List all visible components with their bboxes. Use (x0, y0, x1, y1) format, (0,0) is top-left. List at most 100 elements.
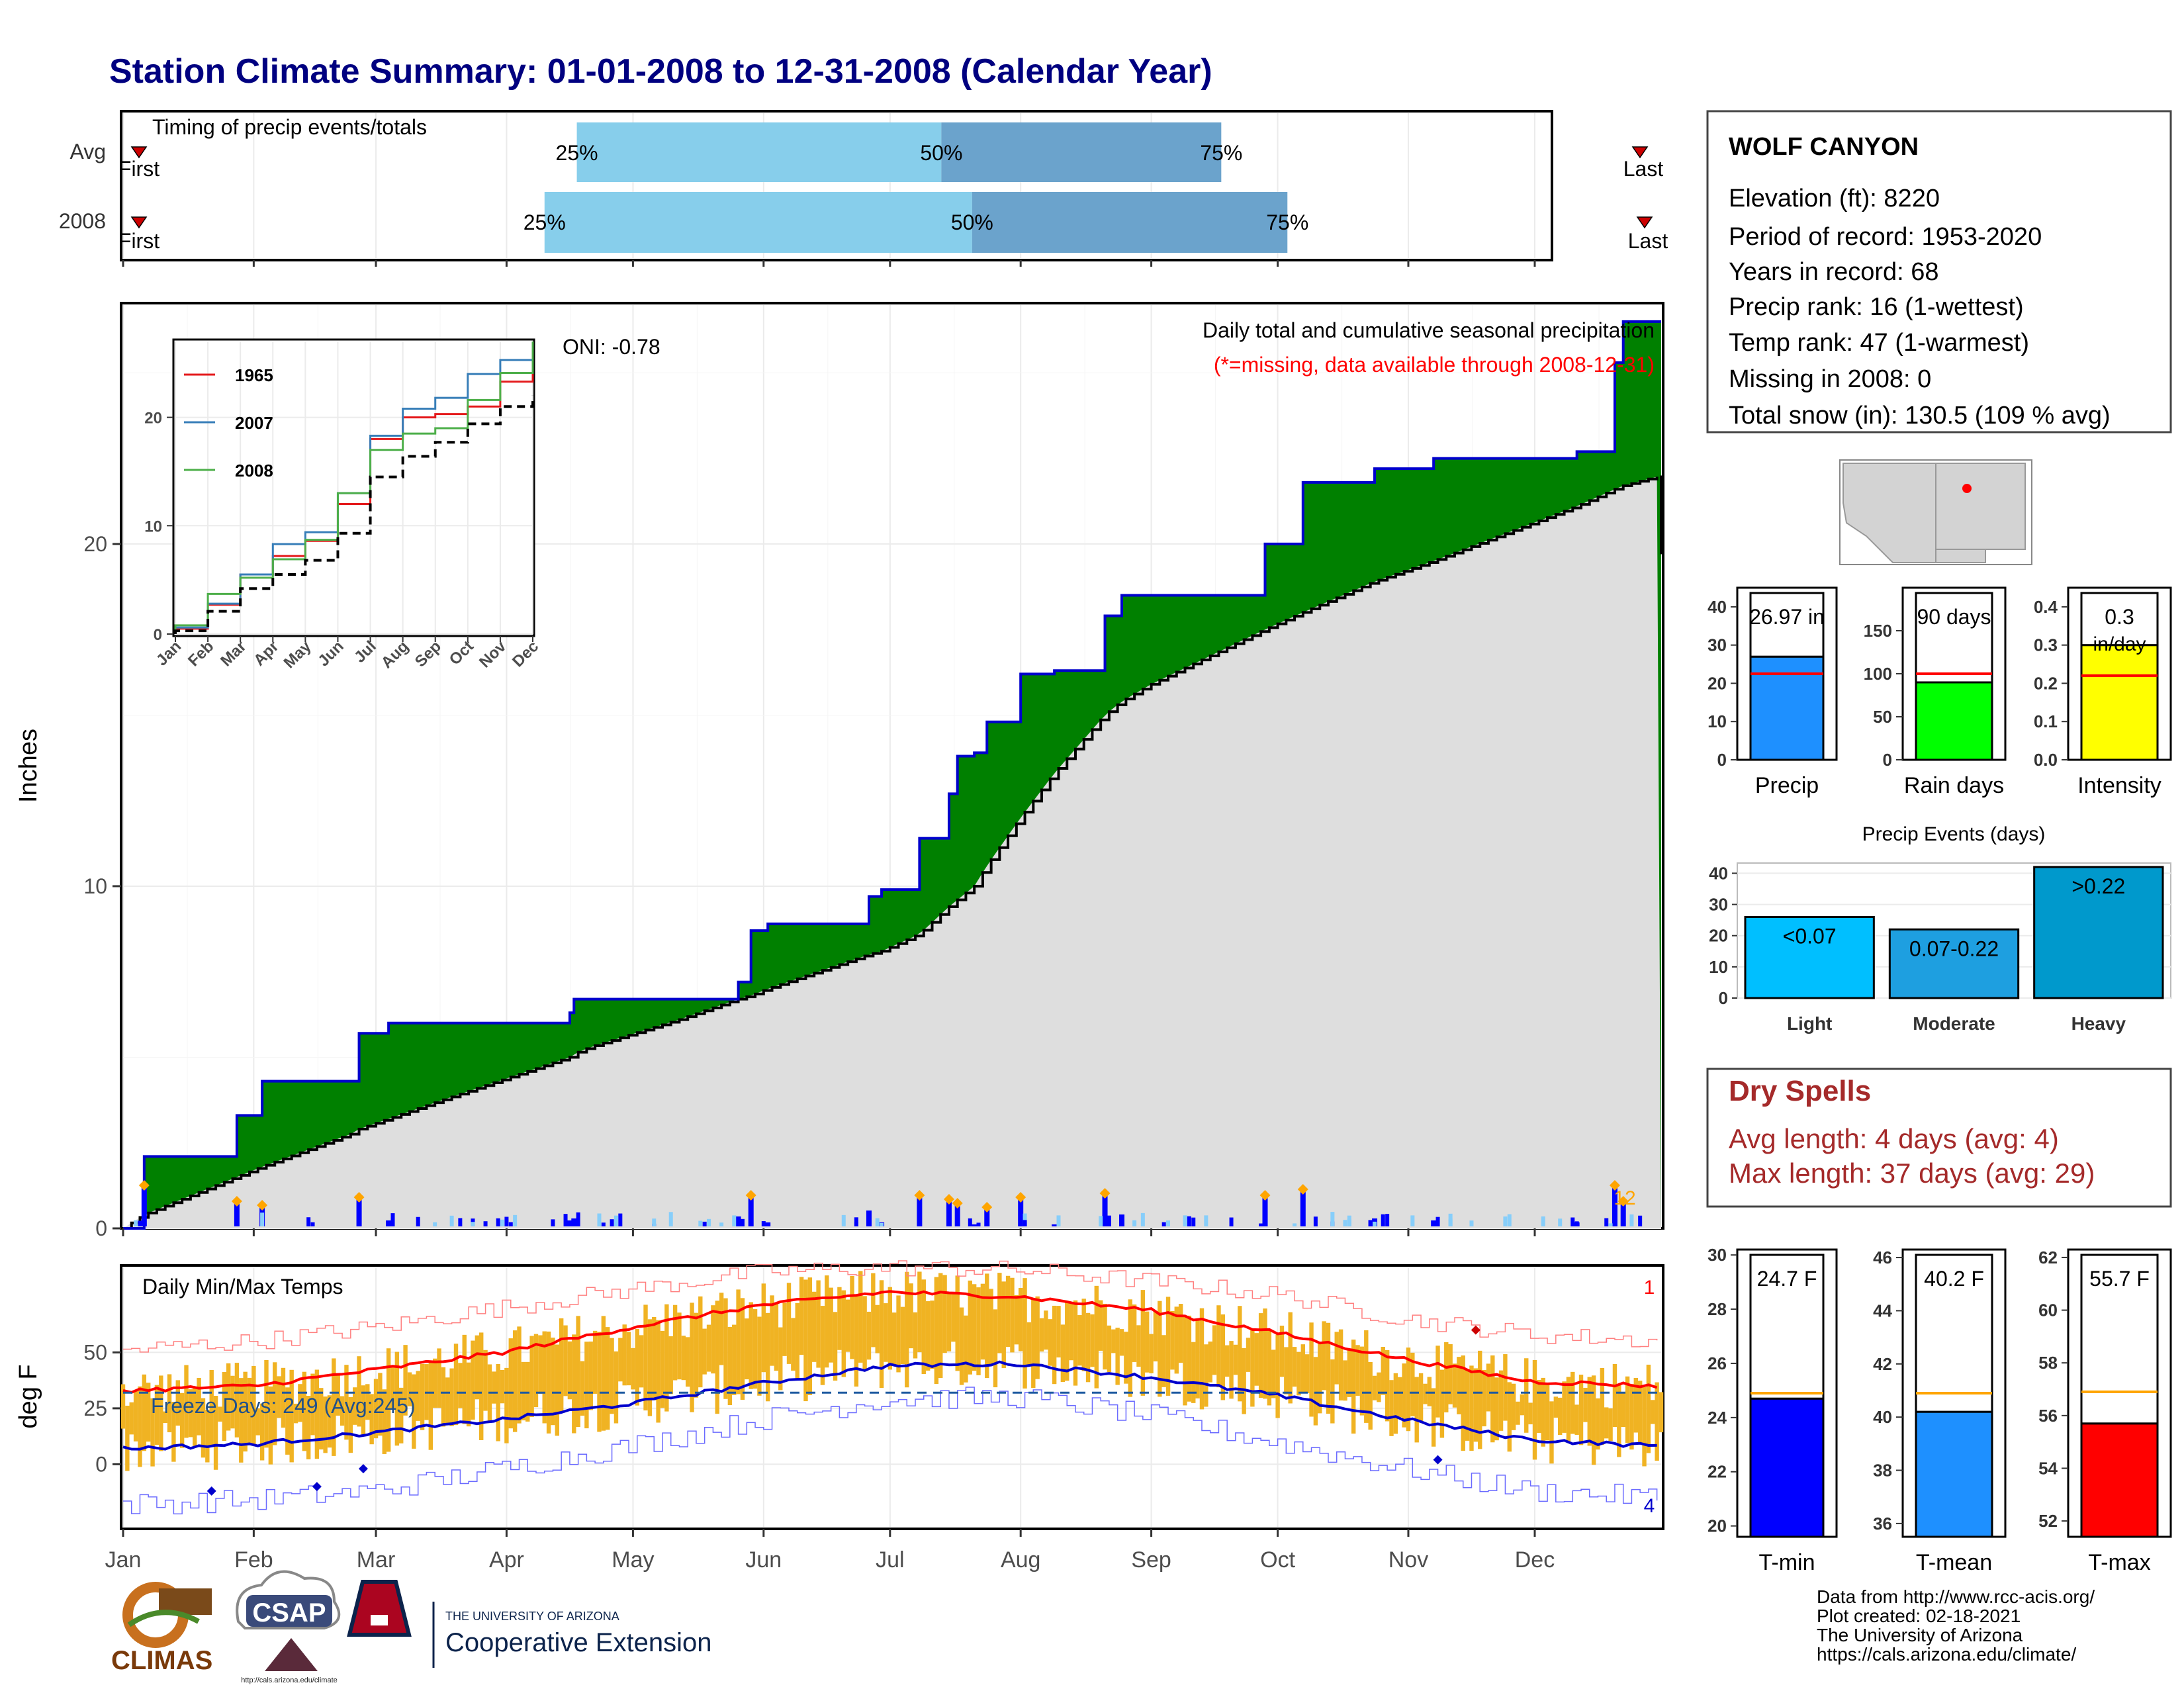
daily-precip-small-84 (618, 1213, 623, 1226)
daily-precip-small-7 (841, 1214, 846, 1226)
temp-day-bar-226 (1069, 1302, 1073, 1361)
daily-precip-small-21 (134, 1220, 138, 1226)
temp-day-bar-188 (909, 1283, 913, 1349)
temp-day-bar-280 (1297, 1351, 1301, 1396)
temp-day-bar-256 (1195, 1320, 1200, 1398)
temp-day-bar-274 (1271, 1349, 1276, 1398)
temp-summary-t-max-value-label: 55.7 F (2089, 1267, 2150, 1291)
precip-events-panel: Precip Events (days) 0 10 20 30 40 <0.07 Light… (1709, 823, 2171, 1034)
temp-day-bar-350 (1591, 1375, 1596, 1465)
summary-precip-label-box (1749, 592, 1825, 658)
avg-p25-label: 25% (556, 141, 598, 165)
record-low-marker-0 (206, 1486, 216, 1496)
station-line-years: Years in record: 68 (1729, 258, 1939, 286)
temp-summary-t-max-bar (2080, 1422, 2159, 1538)
temp-summary-t-min-y-tick-26: 26 (1707, 1353, 1727, 1373)
temp-day-bar-346 (1574, 1404, 1579, 1435)
daily-precip-small-22 (761, 1221, 766, 1226)
temp-summary-t-mean-value-label: 40.2 F (1924, 1267, 1984, 1291)
daily-precip-small-86 (1385, 1214, 1390, 1226)
temp-day-bar-319 (1461, 1355, 1465, 1451)
inset-y-tick-10: 10 (144, 518, 162, 535)
temp-day-bar-348 (1583, 1387, 1588, 1422)
temp-day-bar-109 (576, 1316, 580, 1428)
temp-day-bar-122 (631, 1348, 635, 1390)
temp-day-bar-63 (382, 1389, 387, 1454)
temp-day-bar-87 (483, 1349, 488, 1411)
temp-day-bar-316 (1448, 1344, 1453, 1404)
daily-precip-small-29 (1099, 1216, 1103, 1226)
month-axis: Jan Feb Mar Apr May Jun Jul Aug Sep Oct Nov Dec (105, 1228, 1555, 1573)
temp-day-bar-264 (1229, 1341, 1234, 1399)
csap-logo: CSAP http://cals.arizona.edu/climate (236, 1570, 341, 1684)
daily-precip-small-66 (1187, 1216, 1191, 1226)
temp-day-bar-205 (980, 1283, 985, 1360)
avg-p75-label: 75% (1200, 141, 1242, 165)
temp-summary-t-mean-label-box (1915, 1254, 1993, 1413)
csap-url: http://cals.arizona.edu/climate (241, 1676, 338, 1684)
temp-day-bar-29 (239, 1378, 244, 1463)
temp-day-bar-345 (1570, 1371, 1575, 1434)
temp-day-bar-193 (930, 1301, 934, 1369)
temp-day-bar-213 (1014, 1295, 1019, 1345)
precip-subtitle: Daily total and cumulative seasonal prec… (1203, 318, 1655, 342)
daily-precip-small-48 (306, 1217, 311, 1226)
temp-day-bar-177 (862, 1296, 867, 1369)
temp-day-bar-154 (765, 1312, 770, 1402)
temp-day-bar-317 (1452, 1363, 1457, 1408)
temp-summary-t-min-y-tick-30: 30 (1707, 1245, 1727, 1265)
timing-bar-q2-0 (941, 122, 1222, 182)
temp-day-bar-261 (1216, 1305, 1221, 1388)
temp-day-bar-272 (1263, 1308, 1267, 1399)
temp-day-bar-23 (213, 1396, 218, 1470)
temp-day-bar-18 (193, 1387, 197, 1446)
temp-day-bar-285 (1318, 1344, 1322, 1414)
events-bar-heavy (2033, 866, 2164, 999)
temp-day-bar-341 (1553, 1396, 1559, 1418)
temp-day-bar-80 (453, 1344, 459, 1426)
temp-day-bar-179 (871, 1273, 876, 1348)
summary-precip-y-tick-20: 20 (1707, 673, 1727, 693)
daily-precip-bar-28 (234, 1203, 240, 1226)
temp-day-bar-197 (946, 1292, 952, 1351)
credit-line-url: https://cals.arizona.edu/climate/ (1817, 1644, 2076, 1665)
temp-y-tick-50: 50 (83, 1340, 107, 1364)
temp-day-bar-273 (1267, 1329, 1272, 1406)
temp-day-bar-4 (133, 1390, 138, 1441)
missing-note: (*=missing, data available through 2008-… (1214, 353, 1655, 377)
temp-day-bar-309 (1418, 1373, 1424, 1422)
temp-day-bar-5 (138, 1386, 142, 1467)
temp-day-bar-186 (900, 1306, 905, 1365)
temp-day-bar-339 (1545, 1384, 1550, 1441)
daily-precip-bar-312 (1431, 1220, 1437, 1226)
temp-day-bar-234 (1103, 1303, 1107, 1370)
temp-day-bar-307 (1410, 1352, 1415, 1416)
temp-summary-t-min-label-box (1749, 1254, 1825, 1400)
page-title: Station Climate Summary: 01-01-2008 to 1… (109, 52, 1212, 91)
temp-summary-t-min-bar (1749, 1397, 1825, 1538)
daily-precip-small-53 (719, 1222, 724, 1226)
daily-precip-bar-199 (954, 1205, 960, 1226)
daily-precip-small-80 (563, 1214, 568, 1226)
temp-day-bar-313 (1435, 1346, 1440, 1418)
temp-day-bar-195 (938, 1273, 943, 1378)
daily-precip-small-54 (310, 1222, 315, 1226)
temp-day-bar-189 (913, 1312, 918, 1359)
temp-day-bar-158 (782, 1303, 787, 1356)
temp-day-bar-72 (420, 1363, 425, 1430)
legend-1965: 1965 (235, 365, 273, 385)
temp-day-bar-53 (340, 1396, 345, 1426)
temp-day-bar-33 (255, 1408, 260, 1436)
daily-precip-small-58 (668, 1212, 673, 1226)
avg-tmin-line (122, 1360, 1657, 1451)
temp-day-bar-120 (622, 1324, 627, 1386)
temp-day-bar-207 (989, 1289, 993, 1365)
temp-day-bar-51 (332, 1358, 336, 1456)
temp-day-bar-276 (1279, 1325, 1285, 1377)
temp-day-bar-108 (572, 1334, 576, 1434)
temp-day-bar-364 (1651, 1400, 1655, 1424)
locator-map (1839, 459, 2032, 565)
temp-day-bar-331 (1511, 1383, 1516, 1430)
temp-day-bar-254 (1187, 1315, 1192, 1402)
daily-precip-small-64 (1293, 1223, 1297, 1226)
